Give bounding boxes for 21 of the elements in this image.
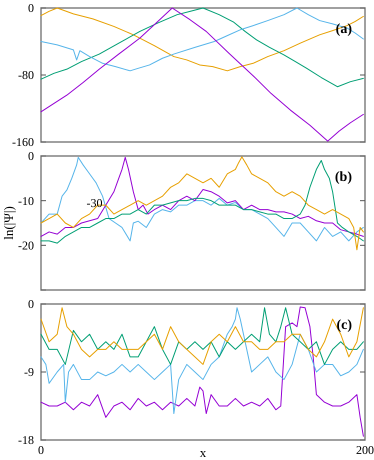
y-tick-label: -80	[18, 68, 34, 82]
y-tick-label: -160	[12, 135, 34, 150]
y-tick-label: 0	[28, 297, 34, 312]
line-series	[40, 8, 364, 142]
y-tick-label: -20	[18, 238, 34, 253]
y-axis-title: ln(|Ψ|)	[1, 206, 16, 240]
y-tick-label: -18	[18, 433, 34, 448]
y-tick-label: 0	[28, 1, 34, 16]
line-series	[40, 8, 364, 72]
annotation: (c)	[336, 318, 352, 333]
line-series	[40, 307, 364, 414]
annotation: (b)	[334, 170, 352, 185]
annotation: -30	[86, 196, 102, 210]
x-axis-title: x	[200, 445, 207, 460]
x-tick-label: 200	[356, 443, 374, 457]
y-tick-label: 0	[28, 149, 34, 164]
line-series	[40, 307, 364, 365]
y-tick-label: -10	[18, 194, 34, 208]
y-tick-label: -9	[24, 365, 34, 380]
line-series	[40, 306, 364, 437]
line-series	[40, 8, 364, 88]
